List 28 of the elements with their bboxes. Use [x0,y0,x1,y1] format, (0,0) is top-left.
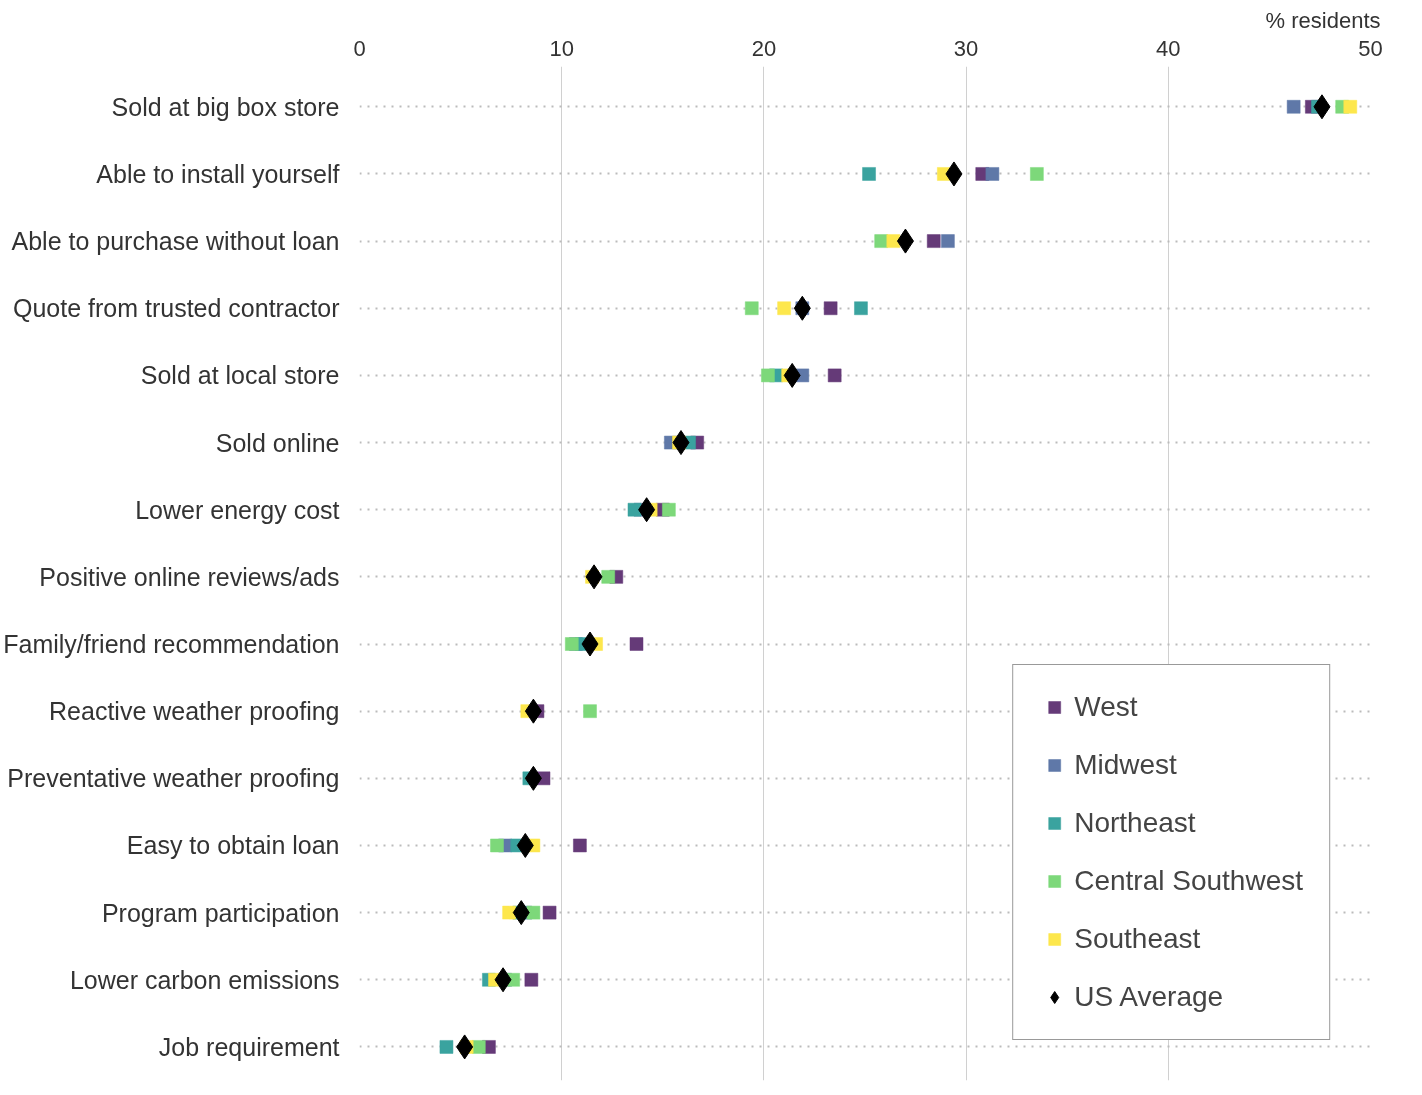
legend-label: US Average [1074,981,1224,1013]
y-tick-label: Lower carbon emissions [69,965,340,994]
y-tick-label: Able to install yourself [96,159,340,188]
y-tick-label: Sold at local store [140,361,340,390]
legend-label: West [1074,691,1138,723]
y-tick-label: Program participation [101,898,340,927]
y-tick-label: Lower energy cost [135,495,340,524]
x-tick-label: 40 [1156,35,1181,61]
y-tick-label: Sold online [215,428,340,457]
y-tick-label: Job requirement [158,1032,340,1061]
x-axis-title: % residents [1265,7,1381,33]
x-tick-label: 0 [353,35,366,61]
y-tick-label: Preventative weather proofing [7,764,340,793]
legend-label: Midwest [1074,749,1177,781]
legend-label: Southeast [1074,923,1201,955]
x-tick-label: 10 [549,35,574,61]
y-tick-label: Positive online reviews/ads [39,562,340,591]
y-tick-label: Easy to obtain loan [126,831,340,860]
x-tick-label: 30 [953,35,979,61]
legend-label: Northeast [1074,807,1196,839]
legend-label: Central Southwest [1074,865,1303,897]
x-tick-label: 20 [751,35,777,61]
x-tick-label: 50 [1358,35,1383,61]
y-tick-label: Family/friend recommendation [3,630,340,659]
y-tick-label: Sold at big box store [111,92,340,121]
y-tick-label: Reactive weather proofing [49,697,340,726]
y-tick-label: Quote from trusted contractor [12,294,340,323]
y-tick-label: Able to purchase without loan [11,227,340,256]
